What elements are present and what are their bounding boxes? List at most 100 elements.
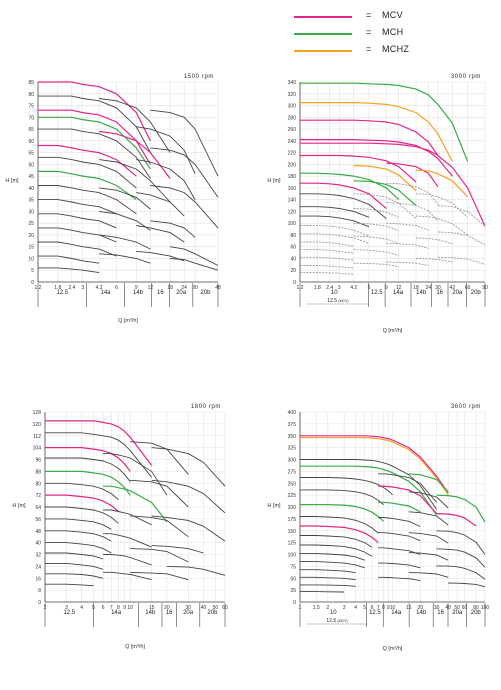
y-tick-label: 20 [290, 268, 296, 274]
y-tick-label: 160 [288, 186, 297, 192]
y-tick-label: 100 [288, 221, 297, 227]
band-label: 10 [330, 610, 337, 616]
x-tick-label: 3 [338, 285, 341, 291]
pump-curve [45, 421, 152, 466]
pump-curve [354, 250, 399, 256]
y-tick-label: 50 [28, 162, 34, 168]
series-group [300, 83, 485, 274]
x-tick-label: 3 [343, 605, 346, 611]
band-label: 14b [416, 290, 427, 296]
y-tick-label: 128 [33, 410, 42, 416]
x-axis-label: Q [m³/h] [125, 644, 145, 650]
band-label: 14b [133, 290, 144, 296]
y-tick-label: 275 [288, 469, 297, 475]
pump-curve [386, 223, 428, 230]
x-tick-label: 6 [115, 285, 118, 291]
y-tick-label: 0 [38, 600, 41, 606]
pump-curve [130, 442, 188, 475]
x-tick-label: 4.2 [350, 285, 357, 291]
band-label: 12.5 [63, 610, 75, 616]
pump-curve [386, 183, 438, 204]
legend-label-mchz: MCHZ [382, 44, 409, 54]
chart-title: 1500 rpm [184, 74, 214, 80]
pump-curve [437, 495, 485, 522]
pump-curve [409, 533, 448, 543]
series-group [45, 421, 225, 586]
band-label: 14a [100, 290, 111, 296]
band-label: 20a [452, 290, 463, 296]
y-tick-label: 16 [35, 576, 41, 582]
y-tick-label: 56 [35, 517, 41, 523]
y-tick-label: 25 [28, 221, 34, 227]
band-label: 16 [166, 610, 173, 616]
pump-curve [99, 160, 170, 202]
chart-title: 3000 rpm [451, 74, 481, 80]
y-tick-label: 50 [290, 576, 296, 582]
pump-curve [378, 577, 420, 580]
pump-curve [38, 96, 150, 153]
pump-curve [438, 232, 485, 245]
y-tick-label: 35 [28, 198, 34, 204]
y-tick-label: 240 [288, 139, 297, 145]
y-tick-label: 40 [28, 186, 34, 192]
pump-curve [300, 226, 369, 237]
pump-curve [136, 193, 184, 217]
pump-curve [45, 543, 111, 553]
pump-curve [38, 214, 117, 228]
y-tick-label: 300 [288, 104, 297, 110]
pump-curve [99, 211, 150, 230]
band-label: 20a [183, 610, 194, 616]
y-tick-label: 180 [288, 174, 297, 180]
y-tick-label: 88 [35, 469, 41, 475]
x-tick-label: 2.4 [68, 285, 75, 291]
pump-curve [416, 259, 452, 263]
y-tick-label: 25 [290, 588, 296, 594]
y-tick-label: 175 [288, 517, 297, 523]
pump-curve [45, 574, 103, 579]
x-axis-label: Q [m³/h] [383, 328, 403, 334]
y-tick-label: 60 [28, 139, 34, 145]
pump-curve [409, 492, 448, 508]
y-tick-label: 300 [288, 458, 297, 464]
x-tick-label: 18 [167, 285, 173, 291]
band-label: 16 [437, 610, 444, 616]
band-label: 20b [471, 290, 482, 296]
y-tick-label: 55 [28, 151, 34, 157]
band-label: 20b [207, 610, 218, 616]
x-tick-label: 3 [81, 285, 84, 291]
y-tick-label: 325 [288, 446, 297, 452]
pump-curve [136, 127, 195, 174]
pump-curve [130, 572, 188, 579]
y-tick-label: 400 [288, 410, 297, 416]
x-tick-label: 8 [382, 605, 385, 611]
band-label: 20b [200, 290, 211, 296]
pump-curve [300, 242, 354, 246]
y-tick-label: 125 [288, 541, 297, 547]
y-tick-label: 260 [288, 127, 297, 133]
y-tick-label: 24 [35, 564, 41, 570]
pump-curve [45, 553, 103, 559]
y-tick-label: 60 [290, 245, 296, 251]
y-tick-label: 45 [28, 174, 34, 180]
pump-curve [152, 546, 204, 553]
y-tick-label: 30 [28, 209, 34, 215]
legend-item-mcv: = MCV [290, 10, 450, 24]
y-tick-label: 100 [288, 553, 297, 559]
band-label: 20a [452, 610, 463, 616]
y-tick-label: 0 [293, 600, 296, 606]
pump-curve [416, 170, 468, 197]
sub-band-note: (MCV) [338, 299, 348, 303]
y-tick-label: 200 [288, 505, 297, 511]
band-label: 20a [176, 290, 187, 296]
pump-curve [354, 263, 399, 267]
y-tick-label: 96 [35, 458, 41, 464]
pump-curve [130, 549, 188, 562]
pump-curve [38, 110, 150, 164]
y-tick-label: 225 [288, 493, 297, 499]
grid [45, 412, 225, 602]
pump-curve [409, 573, 448, 578]
pump-curve [38, 256, 99, 263]
legend-equals: = [366, 10, 371, 20]
y-tick-label: 320 [288, 92, 297, 98]
y-tick-label: 8 [38, 588, 41, 594]
